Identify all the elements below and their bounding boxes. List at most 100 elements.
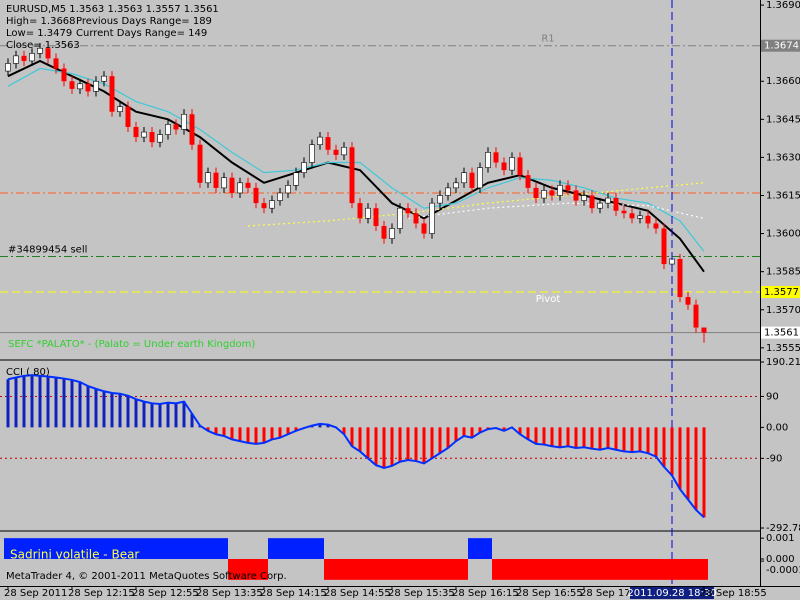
bar xyxy=(406,427,410,461)
candle-body xyxy=(229,177,235,193)
candle-body xyxy=(357,203,363,219)
level-tag xyxy=(761,39,800,52)
bar xyxy=(262,427,266,443)
bar xyxy=(286,427,290,435)
bar xyxy=(692,559,700,580)
bar xyxy=(542,427,546,445)
candle-body xyxy=(37,47,43,54)
bar xyxy=(660,559,668,580)
bar xyxy=(164,538,172,559)
bar xyxy=(668,559,676,580)
bar xyxy=(678,427,682,490)
moving-average xyxy=(247,182,705,227)
bar xyxy=(508,559,516,580)
candle-body xyxy=(573,190,579,201)
bar xyxy=(4,538,12,559)
bar xyxy=(30,375,34,428)
bar xyxy=(300,538,308,559)
y-tick-label: 1.3570 xyxy=(766,305,800,316)
bar xyxy=(620,559,628,580)
bar xyxy=(638,427,642,452)
y-tick-label: 1.3585 xyxy=(766,267,800,278)
bar xyxy=(252,559,260,580)
candle-body xyxy=(493,152,499,163)
candle-body xyxy=(189,114,195,145)
candle-body xyxy=(397,207,403,229)
bar xyxy=(278,427,282,438)
bar xyxy=(102,391,106,428)
bar xyxy=(254,427,258,444)
bar xyxy=(446,427,450,448)
level-name: #34899454 sell xyxy=(8,244,87,255)
candle-body xyxy=(541,190,547,199)
bar xyxy=(460,559,468,580)
bar xyxy=(28,538,36,559)
bar xyxy=(438,427,442,454)
moving-average xyxy=(7,67,705,252)
bar xyxy=(422,427,426,464)
bar xyxy=(108,538,116,559)
bar xyxy=(612,559,620,580)
bar xyxy=(684,559,692,580)
bar xyxy=(436,559,444,580)
bar xyxy=(14,377,18,428)
candle-body xyxy=(45,48,51,59)
bar xyxy=(462,427,466,436)
bar xyxy=(414,427,418,462)
bar xyxy=(374,427,378,466)
bar xyxy=(324,559,332,580)
bar xyxy=(566,427,570,447)
bar xyxy=(124,538,132,559)
bar xyxy=(644,559,652,580)
bar xyxy=(630,427,634,453)
header-text: EURUSD,M5 1.3563 1.3563 1.3557 1.3561 xyxy=(6,4,219,15)
bar xyxy=(646,427,650,454)
candle-body xyxy=(181,113,187,130)
bar xyxy=(636,559,644,580)
bar xyxy=(294,427,298,431)
candle-body xyxy=(365,207,371,219)
candle-body xyxy=(653,223,659,229)
candle-body xyxy=(317,136,323,146)
candle-body xyxy=(293,172,299,186)
x-tick-label: 28 Sep 12:55 xyxy=(132,588,199,599)
bar xyxy=(92,538,100,559)
candle-body xyxy=(309,144,315,163)
bar xyxy=(188,538,196,559)
candle-body xyxy=(605,197,611,204)
candle-body xyxy=(149,132,155,143)
bar xyxy=(46,376,50,428)
annotation: SEFC *PALATO* - (Palato = Under earth Ki… xyxy=(8,339,255,350)
x-tick-label: 2011.09.28 18:30 xyxy=(627,588,716,599)
candle-body xyxy=(325,137,331,150)
bar xyxy=(76,538,84,559)
candle-body xyxy=(637,215,643,219)
candle-body xyxy=(445,187,451,196)
bar xyxy=(134,399,138,428)
panel-separator xyxy=(0,359,760,361)
bar xyxy=(702,427,706,518)
candle-body xyxy=(77,83,83,90)
y-tick-label: 1.3615 xyxy=(766,191,800,202)
y-tick-label: -292.780 xyxy=(766,523,800,534)
candle-body xyxy=(629,213,635,219)
bar xyxy=(548,559,556,580)
bar xyxy=(476,538,484,559)
bar xyxy=(116,538,124,559)
bar xyxy=(382,427,386,468)
candle-body xyxy=(565,185,571,191)
bar xyxy=(6,379,10,428)
bar xyxy=(326,424,330,428)
bar xyxy=(364,559,372,580)
bar xyxy=(572,559,580,580)
bar xyxy=(222,427,226,436)
candle-body xyxy=(141,131,147,138)
candle-body xyxy=(133,126,139,138)
bar xyxy=(444,559,452,580)
moving-average xyxy=(407,202,705,219)
bar xyxy=(316,538,324,559)
y-tick-label: 0.001 xyxy=(766,533,795,544)
bar xyxy=(580,559,588,580)
bar xyxy=(454,427,458,442)
